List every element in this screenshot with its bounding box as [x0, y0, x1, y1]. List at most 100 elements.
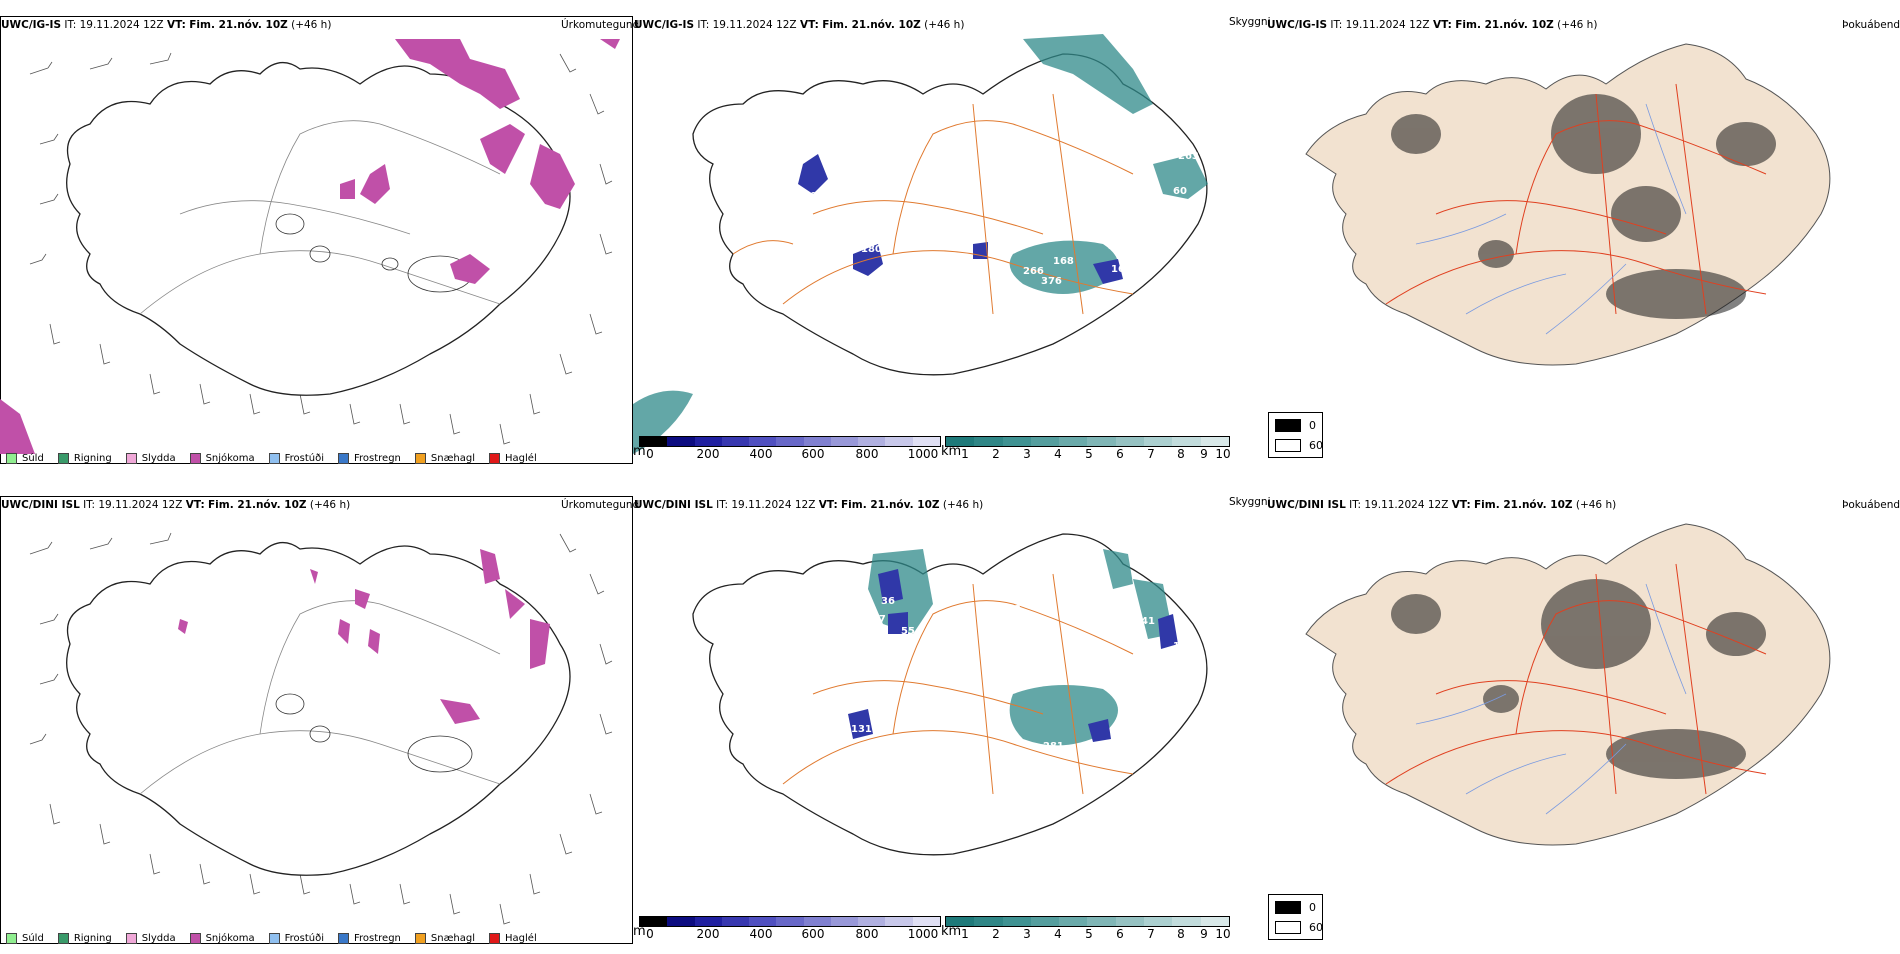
- legend-swatch: [414, 453, 426, 464]
- model-name: UWC/DINI ISL: [634, 499, 713, 511]
- lead-time: (+46 h): [924, 19, 965, 31]
- lead-time: (+46 h): [309, 499, 351, 511]
- colorbar-step: [1115, 437, 1145, 446]
- colorbar-step: [912, 437, 940, 446]
- iceland-coastline: [66, 542, 571, 876]
- colorbar-step: [803, 437, 831, 446]
- precip-type-legend: Súld Rigning Slydda Snjókoma Frostúði Fr…: [6, 453, 537, 464]
- roads: [139, 120, 501, 315]
- it-label: IT:: [1349, 499, 1362, 511]
- legend-swatch: [268, 933, 280, 944]
- legend-item-snaehagl: Snæhagl: [414, 933, 475, 944]
- fog-index-legend-1: 0 60: [1268, 412, 1323, 458]
- snow-areas: [178, 549, 550, 724]
- colorbar-tick: 5: [1085, 447, 1093, 461]
- colorbar-step: [803, 917, 831, 926]
- legend-row: 60: [1275, 439, 1323, 452]
- colorbar-step: [1200, 437, 1229, 446]
- ceiling-colorbar: [639, 436, 941, 447]
- legend-swatch: [1275, 419, 1301, 432]
- colorbar-tick: 1: [961, 447, 969, 461]
- visibility-panel-1: 109 1 22 633 180 263 60 266 168 376 357 …: [633, 14, 1271, 474]
- visibility-panel-2: 82 36 357 55 131 604 302 1033 131 281 19…: [633, 494, 1271, 954]
- ceiling-label: 109: [803, 191, 824, 202]
- it-label: IT:: [1330, 19, 1343, 31]
- colorbar-step: [1059, 437, 1088, 446]
- legend-item-snjokoma: Snjókoma: [189, 933, 255, 944]
- colorbar-tick: 1000: [907, 447, 939, 461]
- panel-header: UWC/IG-IS IT: 19.11.2024 12Z VT: Fim. 21…: [1267, 19, 1597, 31]
- colorbar-tick: 7: [1147, 927, 1155, 941]
- colorbar-step: [640, 437, 668, 446]
- colorbar-tick: 6: [1116, 447, 1124, 461]
- fog-areas: [633, 34, 1208, 454]
- ceiling-label: 357: [865, 614, 886, 625]
- legend-swatch: [338, 453, 349, 464]
- legend-item-frostudi: Frostúði: [268, 933, 324, 944]
- it-label: IT:: [64, 19, 77, 31]
- legend-swatch: [1275, 901, 1301, 914]
- ceiling-label: 266: [1023, 266, 1044, 277]
- colorbar-tick: 0: [646, 927, 654, 941]
- ceiling-value-labels: 82 36 357 55 131 604 302 1033 131 281 19…: [851, 576, 1194, 755]
- colorbar-step: [1115, 917, 1145, 926]
- vt-label: VT:: [1451, 499, 1471, 511]
- colorbar-step: [776, 917, 804, 926]
- lead-time: (+46 h): [291, 19, 332, 31]
- legend-swatch: [125, 453, 137, 464]
- ceiling-label: 604: [931, 631, 952, 642]
- ceiling-label: 22: [853, 171, 867, 182]
- ceiling-unit: m: [633, 444, 646, 459]
- colorbar-step: [721, 437, 750, 446]
- visibility-unit: km: [941, 444, 962, 459]
- colorbar-step: [749, 437, 777, 446]
- colorbar-step: [1002, 437, 1031, 446]
- it-value: 19.11.2024 12Z: [731, 499, 816, 511]
- low-ceiling-areas: [848, 569, 1178, 742]
- colorbar-tick: 8: [1177, 927, 1185, 941]
- legend-item-snaehagl: Snæhagl: [414, 453, 475, 464]
- ceiling-label: 302: [923, 654, 944, 665]
- rivers: [1415, 583, 1687, 815]
- snow-areas: [0, 39, 620, 454]
- panel-title: Skyggni: [1229, 496, 1271, 508]
- panel-frame: [0, 496, 633, 944]
- colorbar-tick: 1000: [907, 927, 939, 941]
- legend-swatch: [57, 453, 69, 464]
- ceiling-label: 180: [861, 244, 882, 255]
- ceiling-label: 115: [1173, 641, 1194, 652]
- ceiling-label: 168: [1053, 256, 1074, 267]
- legend-row: 60: [1275, 921, 1323, 934]
- colorbar-tick: 800: [855, 447, 879, 461]
- colorbar-step: [1200, 917, 1229, 926]
- fog-map-2: [1305, 523, 1831, 846]
- it-value: 19.11.2024 12Z: [79, 19, 164, 31]
- colorbar-step: [858, 437, 886, 446]
- colorbar-step: [974, 437, 1003, 446]
- colorbar-step: [1172, 437, 1201, 446]
- panel-header: UWC/DINI ISL IT: 19.11.2024 12Z VT: Fim.…: [1, 499, 350, 511]
- precip-map-1: [0, 39, 620, 454]
- colorbar-step: [694, 437, 722, 446]
- legend-item-frostudi: Frostúði: [268, 453, 324, 464]
- colorbar-step: [667, 437, 695, 446]
- colorbar-tick: 9: [1200, 927, 1208, 941]
- colorbar-tick: 7: [1147, 447, 1155, 461]
- fog-index-panel-2: UWC/DINI ISL IT: 19.11.2024 12Z VT: Fim.…: [1266, 494, 1900, 954]
- colorbar-step: [776, 437, 804, 446]
- vt-label: VT:: [185, 499, 205, 511]
- legend-item-slydda: Slydda: [125, 453, 176, 464]
- colorbar-step: [721, 917, 750, 926]
- colorbar-tick: 6: [1116, 927, 1124, 941]
- glaciers: [275, 213, 473, 293]
- colorbar-step: [694, 917, 722, 926]
- colorbar-step: [1087, 917, 1116, 926]
- fog-map-1: [1305, 43, 1831, 366]
- colorbar-step: [946, 437, 975, 446]
- ceiling-label: 357: [1108, 241, 1129, 252]
- roads: [1385, 83, 1767, 315]
- colorbar-tick: 4: [1054, 927, 1062, 941]
- colorbar-step: [1144, 917, 1173, 926]
- legend-item-rigning: Rigning: [57, 453, 112, 464]
- visibility-map-2: 82 36 357 55 131 604 302 1033 131 281 19…: [692, 533, 1208, 856]
